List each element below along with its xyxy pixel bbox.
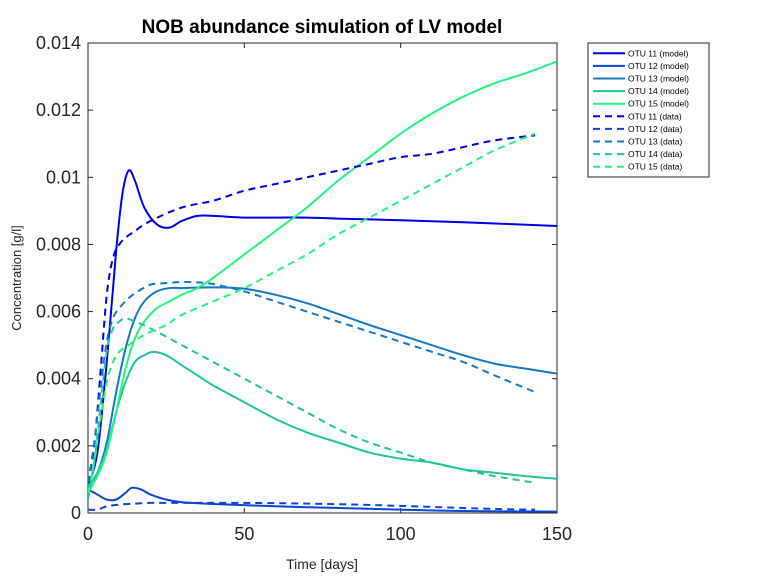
y-axis-label: Concentration [g/l] <box>9 225 24 331</box>
x-tick-label: 100 <box>386 524 416 544</box>
x-tick-label: 50 <box>234 524 254 544</box>
legend-label-1: OTU 11 (model) <box>628 48 688 58</box>
axes-box <box>87 42 558 514</box>
series-line-9 <box>88 317 536 500</box>
series-line-2 <box>88 486 557 513</box>
plot-area: 0 50 100 150 0 0.002 0.004 0.006 0.008 0.01 0.012 0… <box>36 33 572 544</box>
legend-label-9: OTU 14 (data) <box>628 149 682 159</box>
legend-label-5: OTU 15 (model) <box>628 99 689 109</box>
y-tick-label: 0.004 <box>36 369 81 389</box>
legend-label-3: OTU 13 (model) <box>628 74 689 84</box>
series-line-1 <box>88 169 557 487</box>
legend-label-4: OTU 14 (model) <box>628 86 689 96</box>
y-tick-label: 0.012 <box>36 100 81 120</box>
y-tick-label: 0 <box>71 503 81 523</box>
x-tick-label: 0 <box>83 524 93 544</box>
series-line-6 <box>88 134 536 483</box>
legend-label-6: OTU 11 (data) <box>628 111 682 121</box>
x-tick-label: 150 <box>542 524 572 544</box>
y-tick-label: 0.006 <box>36 302 81 322</box>
series-line-8 <box>88 280 536 483</box>
y-tick-label: 0.002 <box>36 436 81 456</box>
series-group <box>88 60 557 513</box>
series-line-5 <box>88 60 557 494</box>
y-tick-label: 0.014 <box>36 33 81 53</box>
legend: OTU 11 (model) OTU 12 (model) OTU 13 (mode… <box>587 42 710 178</box>
chart-title: NOB abundance simulation of LV model <box>142 17 503 38</box>
legend-label-10: OTU 15 (data) <box>628 162 682 172</box>
series-line-4 <box>88 350 557 487</box>
y-tick-label: 0.01 <box>46 167 81 187</box>
legend-label-2: OTU 12 (model) <box>628 61 689 71</box>
x-axis-label: Time [days] <box>286 556 358 572</box>
series-line-10 <box>88 132 536 494</box>
series-line-3 <box>88 286 557 487</box>
y-tick-label: 0.008 <box>36 234 81 254</box>
legend-label-7: OTU 12 (data) <box>628 124 682 134</box>
legend-label-8: OTU 13 (data) <box>628 137 682 147</box>
